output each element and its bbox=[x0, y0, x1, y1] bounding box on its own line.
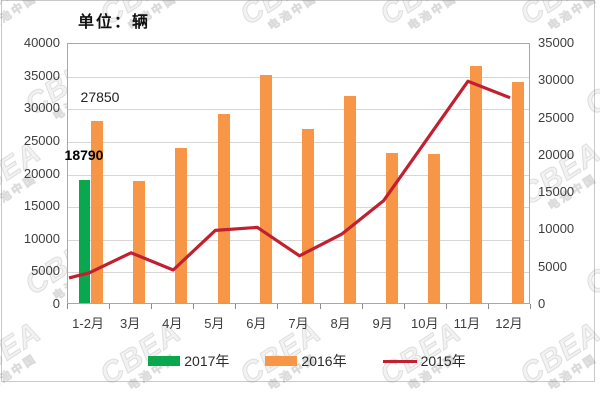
x-axis-label-4月: 4月 bbox=[162, 316, 183, 331]
gridline bbox=[68, 76, 529, 78]
gridline bbox=[68, 109, 529, 111]
x-axis-label-5月: 5月 bbox=[204, 316, 225, 331]
bar-2016年-7月 bbox=[301, 128, 314, 303]
x-axis-tick bbox=[67, 304, 68, 309]
y-axis-left-tick-30000: 30000 bbox=[23, 100, 60, 116]
chart-title: 单位：辆 bbox=[78, 14, 151, 31]
chart-legend: 2017年 2016年 2015年 bbox=[0, 351, 600, 371]
y-axis-left-tick-40000: 40000 bbox=[23, 35, 60, 50]
y-axis-right-tick-20000: 20000 bbox=[538, 146, 575, 162]
x-axis-label-1-2月: 1-2月 bbox=[72, 316, 104, 331]
y-axis-left-tick-20000: 20000 bbox=[23, 165, 60, 181]
x-axis-tick bbox=[235, 304, 237, 309]
x-axis-tick bbox=[193, 304, 195, 309]
bar-2016年-1-2月 bbox=[91, 121, 104, 303]
y-axis-right-tick-15000: 15000 bbox=[538, 184, 575, 200]
y-axis-right-tick-0: 0 bbox=[538, 296, 546, 311]
bar-2016年-8月 bbox=[343, 95, 356, 303]
x-axis-tick bbox=[361, 304, 363, 309]
bar-2016年-5月 bbox=[217, 113, 230, 303]
bar-2016年-6月 bbox=[259, 74, 272, 303]
x-axis-label-6月: 6月 bbox=[246, 316, 267, 331]
gridline bbox=[68, 141, 529, 143]
legend-swatch-2015年 bbox=[382, 359, 417, 363]
x-axis-tick bbox=[277, 304, 279, 309]
x-axis-tick bbox=[403, 304, 405, 309]
x-axis-label-7月: 7月 bbox=[288, 316, 309, 331]
line-path-2015年 bbox=[68, 79, 511, 280]
y-axis-left-tick-10000: 10000 bbox=[23, 230, 60, 246]
legend-item-2017年: 2017年 bbox=[148, 351, 229, 371]
y-axis-left-tick-0: 0 bbox=[52, 296, 60, 311]
x-axis-tick bbox=[445, 304, 447, 309]
x-axis-label-8月: 8月 bbox=[330, 316, 351, 331]
x-axis-label-10月: 10月 bbox=[411, 316, 439, 331]
plot-area bbox=[67, 43, 530, 304]
x-axis-label-3月: 3月 bbox=[120, 316, 141, 331]
x-axis-label-9月: 9月 bbox=[372, 316, 393, 331]
x-axis-tick bbox=[530, 304, 531, 309]
y-axis-right-tick-10000: 10000 bbox=[538, 221, 575, 237]
bar-2016年-12月 bbox=[512, 82, 525, 303]
y-axis-left-tick-5000: 5000 bbox=[31, 263, 60, 279]
legend-swatch-2016年 bbox=[265, 356, 298, 366]
y-axis-left-tick-35000: 35000 bbox=[23, 67, 60, 83]
y-axis-left-tick-25000: 25000 bbox=[23, 132, 60, 148]
x-axis-label-11月: 11月 bbox=[453, 316, 481, 331]
bar-2016年-10月 bbox=[428, 153, 441, 303]
legend-item-2016年: 2016年 bbox=[265, 351, 347, 371]
bar-2016年-11月 bbox=[470, 65, 483, 303]
gridline bbox=[68, 272, 529, 274]
legend-item-2015年: 2015年 bbox=[382, 351, 466, 371]
legend-label-2017年: 2017年 bbox=[184, 353, 230, 369]
legend-label-2015年: 2015年 bbox=[420, 353, 466, 369]
bar-2017年-1-2月 bbox=[79, 180, 91, 303]
gridline bbox=[68, 174, 529, 176]
x-axis-tick bbox=[319, 304, 321, 309]
data-label-2016-jan-feb: 27850 bbox=[80, 89, 120, 105]
legend-label-2016年: 2016年 bbox=[301, 353, 347, 369]
gridline bbox=[68, 239, 529, 241]
x-axis-tick bbox=[151, 304, 153, 309]
gridline bbox=[68, 207, 529, 209]
y-axis-right-tick-5000: 5000 bbox=[538, 258, 567, 274]
y-axis-left-tick-15000: 15000 bbox=[23, 198, 60, 214]
y-axis-right-tick-30000: 30000 bbox=[538, 72, 575, 88]
line-2015年 bbox=[68, 79, 511, 280]
legend-swatch-2017年 bbox=[148, 356, 181, 366]
x-axis-tick bbox=[487, 304, 489, 309]
bar-2016年-3月 bbox=[133, 180, 146, 303]
x-axis-label-12月: 12月 bbox=[495, 316, 523, 331]
data-label-2017-jan-feb: 18790 bbox=[64, 147, 104, 163]
y-axis-right-tick-25000: 25000 bbox=[538, 109, 575, 125]
x-axis-tick bbox=[109, 304, 111, 309]
y-axis-right-tick-35000: 35000 bbox=[538, 35, 575, 50]
